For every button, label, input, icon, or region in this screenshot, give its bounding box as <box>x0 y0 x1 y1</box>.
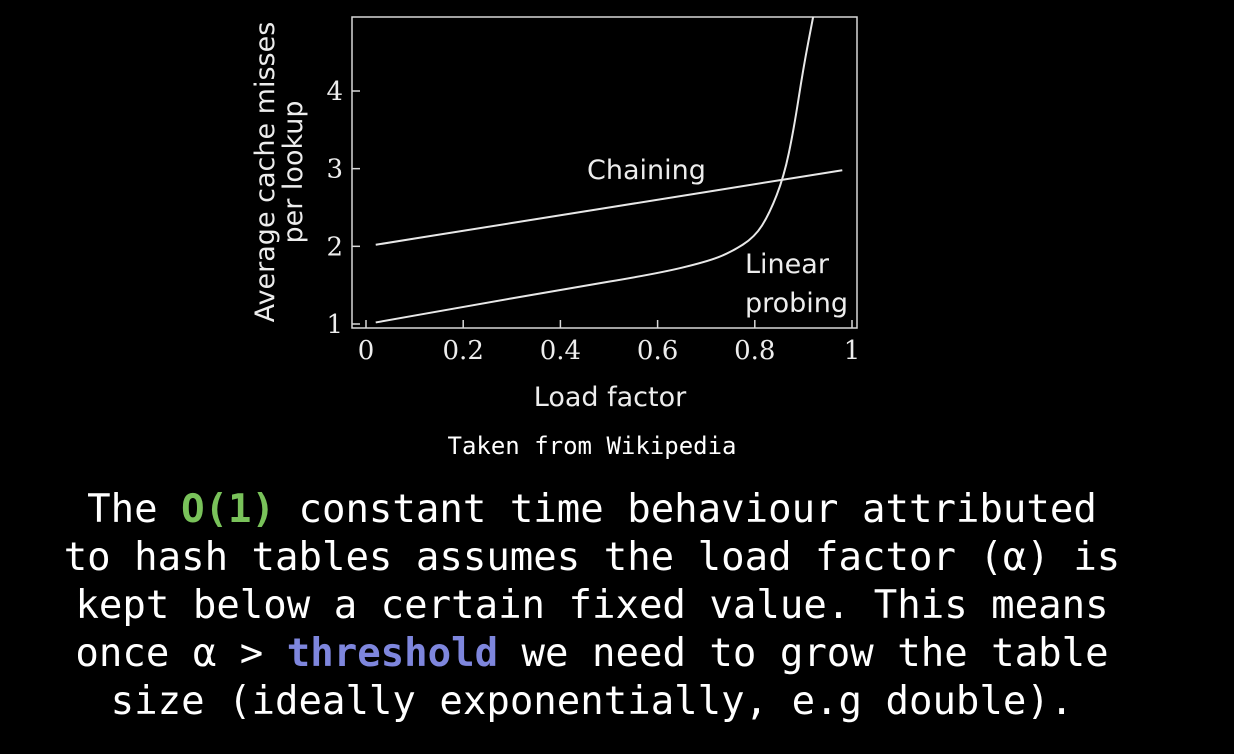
explanation-text: The O(1) constant time behaviour attribu… <box>0 486 1184 726</box>
y-axis-title-line1: Average cache misses <box>250 22 281 323</box>
x-tick-label: 0.2 <box>443 336 484 366</box>
x-tick-label: 0 <box>358 336 375 366</box>
series-layer <box>375 16 843 324</box>
text-line-2: to hash tables assumes the load factor (… <box>63 535 1121 580</box>
plot-frame <box>351 16 858 329</box>
image-caption: Taken from Wikipedia <box>447 432 737 460</box>
series-label-linear-1: Linear <box>745 249 830 280</box>
ticks-layer: 0 0.2 0.4 0.6 0.8 1 1 2 3 4 <box>326 77 860 366</box>
x-tick-label: 0.8 <box>734 336 775 366</box>
series-line-linear-probing <box>375 16 815 324</box>
y-tick-label: 1 <box>326 310 343 340</box>
text-line-5: size (ideally exponentially, e.g double)… <box>110 679 1074 724</box>
text-line-1: The O(1) constant time behaviour attribu… <box>0 486 1184 534</box>
y-tick-label: 2 <box>326 232 343 262</box>
y-tick-label: 3 <box>326 155 343 185</box>
text-line-4-a: once α > <box>75 631 287 676</box>
y-axis-title-line2: per lookup <box>278 100 309 243</box>
x-tick-label: 0.6 <box>637 336 678 366</box>
threshold-keyword: threshold <box>286 631 499 676</box>
series-label-linear-2: probing <box>745 288 848 319</box>
series-label-chaining: Chaining <box>587 155 706 186</box>
text-line-4: once α > threshold we need to grow the t… <box>0 630 1184 678</box>
text-line-1-a: The <box>87 487 182 532</box>
x-tick-label: 1 <box>844 336 861 366</box>
x-axis-title: Load factor <box>534 382 687 413</box>
text-line-4-b: we need to grow the table <box>498 631 1109 676</box>
text-line-3: kept below a certain fixed value. This m… <box>75 583 1109 628</box>
series-line-chaining <box>375 169 843 246</box>
text-line-1-b: constant time behaviour attributed <box>275 487 1097 532</box>
big-o-keyword: O(1) <box>181 487 276 532</box>
y-tick-label: 4 <box>326 77 343 107</box>
x-tick-label: 0.4 <box>540 336 581 366</box>
